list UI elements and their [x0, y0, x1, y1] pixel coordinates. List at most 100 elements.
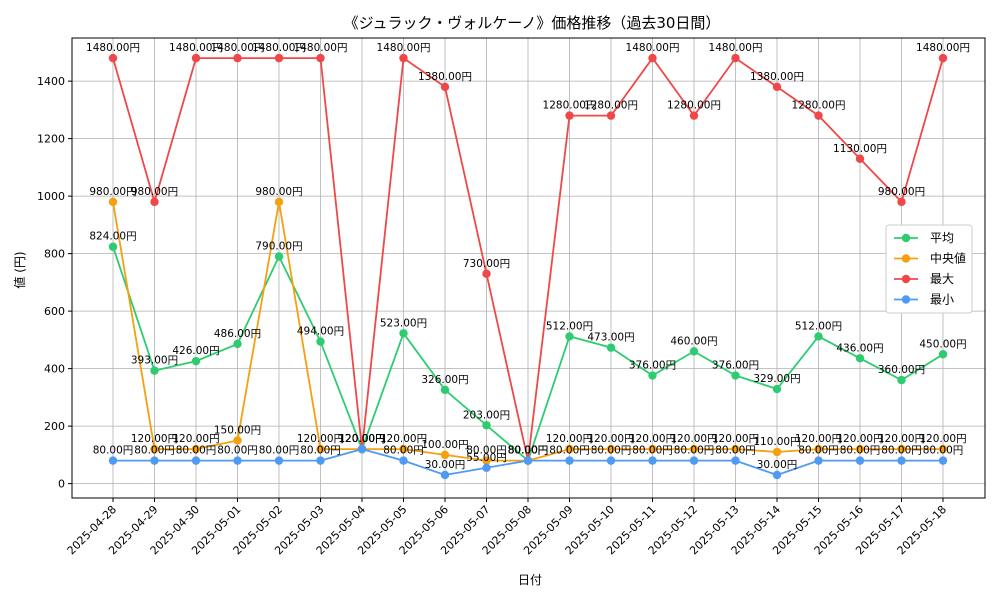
data-point [648, 53, 657, 63]
data-point [523, 456, 533, 465]
data-label: 120.00円 [338, 433, 385, 445]
data-point [897, 197, 906, 207]
data-label: 376.00円 [629, 360, 676, 372]
data-point [150, 456, 159, 465]
data-label: 393.00円 [131, 355, 178, 367]
data-label: 80.00円 [134, 445, 175, 457]
data-point [233, 436, 242, 445]
data-label: 473.00円 [587, 332, 634, 344]
data-label: 1480.00円 [169, 42, 223, 54]
data-label: 730.00円 [463, 258, 510, 270]
data-point [648, 371, 657, 380]
data-label: 1480.00円 [211, 42, 265, 54]
data-label: 1380.00円 [750, 71, 804, 83]
data-label: 30.00円 [757, 459, 798, 471]
data-label: 120.00円 [670, 433, 717, 445]
data-label: 436.00円 [836, 342, 883, 354]
legend-entry: 最大 [930, 272, 954, 286]
data-point [399, 329, 408, 338]
data-label: 80.00円 [840, 445, 881, 457]
data-point [191, 356, 201, 366]
y-axis-label: 値 (円) [12, 251, 27, 288]
data-label: 1480.00円 [709, 42, 763, 54]
data-label: 120.00円 [338, 433, 385, 445]
data-label: 1480.00円 [252, 42, 306, 54]
data-label: 329.00円 [753, 373, 800, 385]
data-label: 460.00円 [670, 335, 717, 347]
data-label: 100.00円 [421, 439, 468, 451]
legend-entry: 中央値 [930, 251, 966, 266]
data-label: 120.00円 [587, 433, 634, 445]
data-point [565, 456, 574, 465]
data-point [108, 197, 118, 207]
data-point [565, 444, 574, 454]
data-label: 80.00円 [93, 445, 134, 457]
data-point [855, 154, 865, 163]
data-point [108, 242, 118, 251]
data-label: 120.00円 [712, 433, 759, 445]
data-point [772, 384, 782, 394]
series-layer [108, 53, 948, 480]
data-point [648, 456, 657, 465]
data-label: 486.00円 [214, 328, 261, 340]
data-point [606, 111, 616, 120]
data-label: 80.00円 [632, 445, 673, 457]
data-point [938, 53, 948, 63]
data-label: 980.00円 [89, 186, 136, 198]
data-point [772, 82, 782, 92]
data-point [399, 53, 408, 63]
chart-title: 《ジュラック・ヴォルケーノ》価格推移（過去30日間） [344, 14, 721, 32]
data-label: 120.00円 [795, 433, 842, 445]
data-point [855, 354, 865, 363]
data-point [565, 332, 574, 341]
data-label: 80.00円 [466, 445, 507, 457]
data-label: 1480.00円 [626, 42, 680, 54]
data-label: 1280.00円 [792, 100, 846, 112]
data-label: 80.00円 [508, 445, 549, 457]
data-label: 450.00円 [919, 338, 966, 350]
data-label: 980.00円 [255, 186, 302, 198]
data-label: 120.00円 [338, 433, 385, 445]
data-point [274, 252, 284, 261]
data-label: 494.00円 [297, 326, 344, 338]
data-label: 426.00円 [172, 345, 219, 357]
data-point [482, 269, 491, 278]
data-point [274, 197, 284, 207]
data-point [399, 456, 408, 465]
data-point [938, 444, 948, 454]
data-label: 120.00円 [338, 433, 385, 445]
data-point [274, 456, 284, 465]
legend-entry: 平均 [930, 231, 954, 245]
y-tick-label: 1200 [37, 133, 65, 146]
data-point [731, 371, 740, 380]
data-point [440, 470, 450, 480]
y-tick-label: 600 [44, 305, 65, 318]
data-label: 80.00円 [176, 445, 217, 457]
data-point [108, 456, 118, 465]
data-label: 1480.00円 [916, 42, 970, 54]
data-point [150, 197, 159, 207]
data-point [814, 456, 823, 465]
grid-layer [72, 38, 985, 498]
data-label: 80.00円 [259, 445, 300, 457]
data-point [316, 456, 325, 465]
data-point [316, 337, 325, 346]
data-point [689, 456, 699, 465]
data-label: 512.00円 [546, 320, 593, 332]
data-label: 512.00円 [795, 320, 842, 332]
data-point [440, 82, 450, 92]
data-label: 1280.00円 [667, 100, 721, 112]
y-tick-label: 800 [44, 248, 65, 261]
data-label: 120.00円 [546, 433, 593, 445]
data-point [648, 444, 657, 454]
data-point [191, 444, 201, 454]
data-label: 80.00円 [674, 445, 715, 457]
data-label: 376.00円 [712, 360, 759, 372]
y-tick-label: 200 [44, 420, 65, 433]
data-point [689, 111, 699, 120]
legend-swatch-marker [901, 254, 911, 263]
data-label: 120.00円 [380, 433, 427, 445]
data-point [233, 339, 242, 349]
